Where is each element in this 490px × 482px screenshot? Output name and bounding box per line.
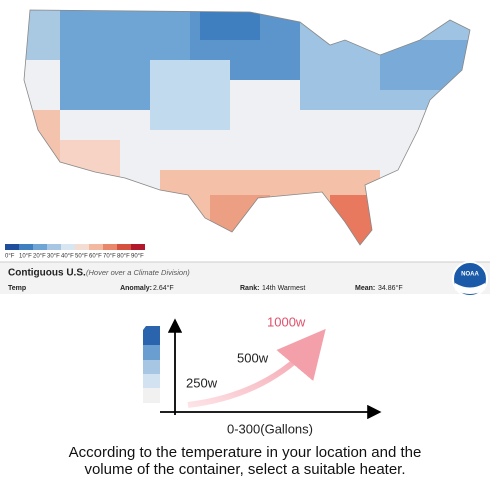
power-label: 250w	[186, 375, 218, 390]
power-label: 500w	[237, 350, 269, 365]
power-arrow	[187, 328, 326, 408]
legend-swatch	[103, 244, 117, 250]
info-bar	[0, 262, 490, 294]
legend-swatch	[61, 244, 75, 250]
legend-swatch	[75, 244, 89, 250]
mean: 34.86°F	[378, 284, 403, 292]
rank-label: Rank:	[240, 285, 259, 292]
legend-label: 30°F	[47, 254, 60, 260]
heat-scale	[143, 326, 160, 403]
us-outline	[23, 9, 471, 246]
legend-label: 10°F	[19, 254, 32, 260]
legend-swatch	[5, 244, 19, 250]
anomaly-label: Anomaly:	[120, 285, 152, 292]
hint: (Hover over a Climate Division)	[86, 268, 190, 277]
caption: According to the temperature in your loc…	[69, 444, 422, 461]
us-map	[24, 10, 470, 245]
legend-swatch	[89, 244, 103, 250]
power-label: 1000w	[267, 314, 306, 329]
legend-swatch	[131, 244, 145, 250]
legend-swatch	[117, 244, 131, 250]
anomaly: 2.64°F	[153, 284, 174, 292]
noaa-wave	[455, 283, 485, 294]
legend-label: 20°F	[33, 254, 46, 260]
caption: volume of the container, select a suitab…	[84, 461, 405, 477]
legend-swatch	[19, 244, 33, 250]
legend-label: 70°F	[103, 254, 116, 260]
noaa-text: NOAA	[461, 272, 479, 278]
map-legend: 0°F 10°F 20°F 30°F 40°F 50°F 60°F 70°F 80°F 90°F	[5, 244, 145, 260]
mean-label: Mean:	[355, 285, 375, 292]
legend-label: 60°F	[89, 254, 102, 260]
legend-label: 50°F	[75, 254, 88, 260]
legend-label: 90°F	[131, 254, 144, 260]
region: Contiguous U.S.	[8, 268, 86, 279]
legend-label: 80°F	[117, 254, 130, 260]
legend-swatch	[47, 244, 61, 250]
legend-label: 40°F	[61, 254, 74, 260]
legend-label: 0°F	[5, 254, 15, 260]
legend-swatch	[33, 244, 47, 250]
rank: 14th Warmest	[262, 285, 305, 292]
x-axis-label: 0-300(Gallons)	[227, 421, 313, 436]
variable: Temp	[8, 285, 26, 292]
